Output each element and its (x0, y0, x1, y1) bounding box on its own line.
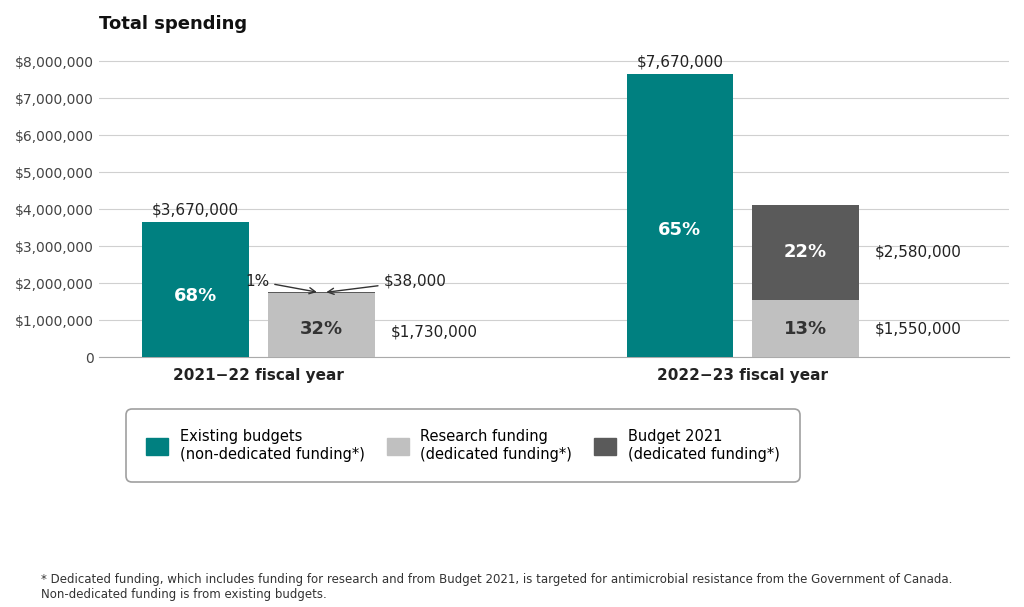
Text: Total spending: Total spending (99, 15, 247, 33)
Text: $2,580,000: $2,580,000 (874, 245, 962, 260)
Text: $1,730,000: $1,730,000 (390, 324, 477, 339)
Text: 68%: 68% (174, 287, 217, 305)
Text: 65%: 65% (658, 220, 701, 239)
Bar (753, 205, 859, 300)
Bar (268, 293, 375, 358)
Text: $1,550,000: $1,550,000 (874, 321, 962, 336)
Bar (753, 300, 859, 358)
Text: $3,670,000: $3,670,000 (153, 203, 240, 218)
Bar (627, 73, 733, 358)
Text: 1%: 1% (245, 274, 315, 294)
Legend: Existing budgets
(non-dedicated funding*), Research funding
(dedicated funding*): Existing budgets (non-dedicated funding*… (132, 415, 794, 476)
Text: $7,670,000: $7,670,000 (636, 55, 723, 70)
Text: 22%: 22% (784, 243, 827, 261)
Bar (268, 292, 375, 293)
Bar (142, 222, 249, 358)
Text: 13%: 13% (784, 320, 827, 337)
Text: * Dedicated funding, which includes funding for research and from Budget 2021, i: * Dedicated funding, which includes fund… (41, 573, 952, 601)
Text: 32%: 32% (300, 319, 343, 337)
Text: $38,000: $38,000 (328, 274, 446, 294)
